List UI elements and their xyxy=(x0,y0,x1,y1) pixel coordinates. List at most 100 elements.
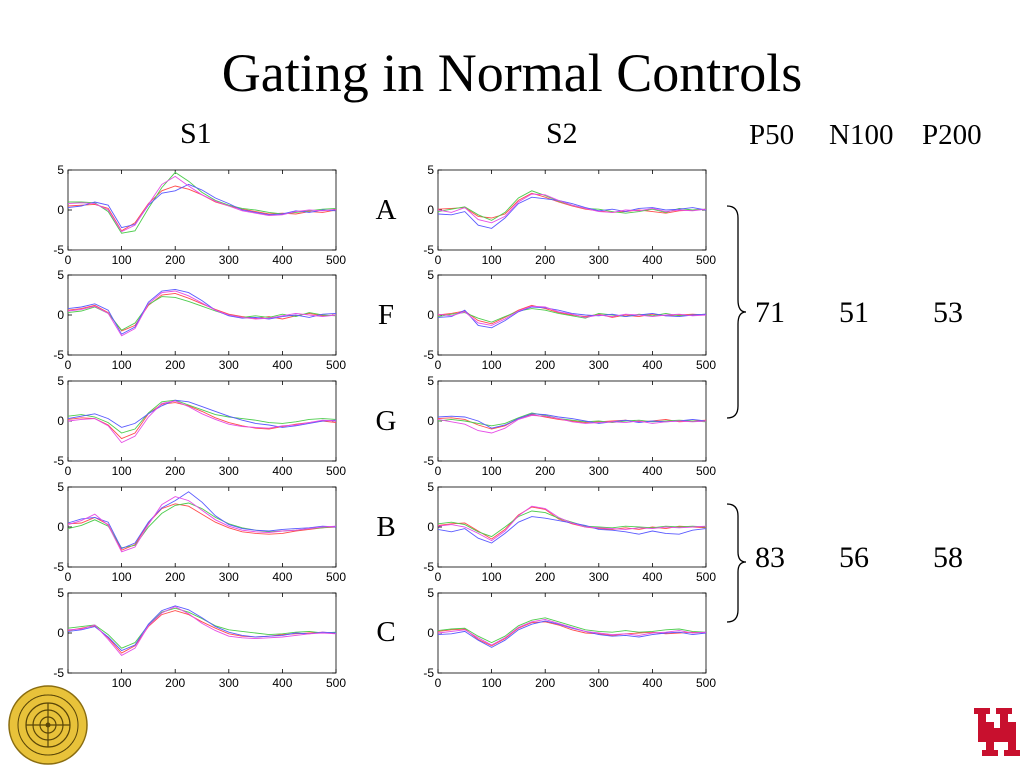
erp-trace-3 xyxy=(437,413,707,429)
x-tick-label: 100 xyxy=(112,676,132,690)
x-tick-label: 200 xyxy=(535,253,555,267)
y-tick-label: -5 xyxy=(423,348,434,362)
x-tick-label: 100 xyxy=(482,358,502,372)
y-tick-label: 5 xyxy=(57,480,64,494)
x-tick-label: 0 xyxy=(65,570,72,584)
x-tick-label: 100 xyxy=(112,464,132,478)
metric-label-n100: N100 xyxy=(829,119,894,151)
x-tick-label: 500 xyxy=(326,570,346,584)
x-tick-label: 200 xyxy=(535,358,555,372)
x-tick-label: 0 xyxy=(65,464,72,478)
x-tick-label: 500 xyxy=(326,676,346,690)
x-tick-label: 200 xyxy=(165,676,185,690)
row-label-f: F xyxy=(377,299,395,331)
erp-trace-1 xyxy=(437,414,707,430)
erp-trace-4 xyxy=(67,496,337,553)
y-tick-label: 5 xyxy=(427,586,434,600)
x-tick-label: 500 xyxy=(326,253,346,267)
erp-trace-4 xyxy=(437,305,707,326)
x-tick-label: 400 xyxy=(642,464,662,478)
erp-panel-g-s2: 50-50 100 200 300 400 500 xyxy=(423,374,716,478)
erp-trace-3 xyxy=(67,491,337,550)
y-tick-label: 5 xyxy=(57,586,64,600)
y-tick-label: 5 xyxy=(57,163,64,177)
x-tick-label: 400 xyxy=(272,358,292,372)
erp-panel-c-s1: 5 0 -5 100 200 300 400 500 xyxy=(53,586,346,690)
erp-trace-4 xyxy=(67,290,337,337)
y-tick-label: -5 xyxy=(423,560,434,574)
y-tick-label: 5 xyxy=(427,163,434,177)
center-seal-logo xyxy=(8,685,88,765)
x-tick-label: 0 xyxy=(65,358,72,372)
x-tick-label: 200 xyxy=(535,676,555,690)
erp-trace-1 xyxy=(67,402,337,440)
y-tick-label: 5 xyxy=(57,374,64,388)
y-tick-label: 0 xyxy=(427,520,434,534)
x-tick-label: 400 xyxy=(272,253,292,267)
x-tick-label: 400 xyxy=(642,253,662,267)
metric-label-p50: P50 xyxy=(749,119,795,151)
x-tick-label: 500 xyxy=(326,464,346,478)
row-label-c: C xyxy=(376,616,396,648)
erp-trace-3 xyxy=(437,620,707,648)
y-tick-label: 0 xyxy=(427,414,434,428)
x-tick-label: 400 xyxy=(272,570,292,584)
x-tick-label: 300 xyxy=(589,464,609,478)
erp-trace-3 xyxy=(67,288,337,335)
y-tick-label: -5 xyxy=(53,560,64,574)
erp-trace-1 xyxy=(67,292,337,332)
erp-trace-3 xyxy=(437,306,707,329)
y-tick-label: 0 xyxy=(57,520,64,534)
erp-panel-a-s1: 50-50 100 200 300 400 500 xyxy=(53,163,346,267)
value-p50-group1: 71 xyxy=(755,296,785,329)
erp-panel-f-s1: 50-50 100 200 300 400 500 xyxy=(53,268,346,372)
row-label-g: G xyxy=(375,405,397,437)
x-tick-label: 100 xyxy=(112,358,132,372)
column-label-s2: S2 xyxy=(546,117,578,150)
erp-trace-4 xyxy=(67,606,337,656)
y-tick-label: 0 xyxy=(427,203,434,217)
x-tick-label: 0 xyxy=(435,676,442,690)
x-tick-label: 300 xyxy=(219,253,239,267)
y-tick-label: 5 xyxy=(57,268,64,282)
x-tick-label: 500 xyxy=(696,358,716,372)
y-tick-label: 0 xyxy=(57,414,64,428)
y-tick-label: 0 xyxy=(57,626,64,640)
erp-panel-c-s2: 50-50 100 200 300 400 500 xyxy=(423,586,716,690)
x-tick-label: 300 xyxy=(219,464,239,478)
erp-trace-3 xyxy=(437,196,707,229)
erp-trace-2 xyxy=(67,399,337,434)
x-tick-label: 400 xyxy=(642,358,662,372)
x-tick-label: 500 xyxy=(696,570,716,584)
y-tick-label: 0 xyxy=(427,626,434,640)
x-tick-label: 300 xyxy=(589,570,609,584)
slide-title: Gating in Normal Controls xyxy=(221,43,803,103)
x-tick-label: 500 xyxy=(696,464,716,478)
y-tick-label: -5 xyxy=(53,454,64,468)
x-tick-label: 500 xyxy=(696,676,716,690)
x-tick-label: 500 xyxy=(696,253,716,267)
value-p50-group2: 83 xyxy=(755,541,785,574)
value-p200-group1: 53 xyxy=(933,296,963,329)
x-tick-label: 100 xyxy=(482,570,502,584)
x-tick-label: 500 xyxy=(326,358,346,372)
x-tick-label: 200 xyxy=(165,253,185,267)
x-tick-label: 300 xyxy=(589,253,609,267)
erp-trace-2 xyxy=(68,171,337,234)
y-tick-label: -5 xyxy=(53,348,64,362)
x-tick-label: 100 xyxy=(482,253,502,267)
column-label-s1: S1 xyxy=(180,117,212,150)
x-tick-label: 100 xyxy=(482,464,502,478)
y-tick-label: -5 xyxy=(423,243,434,257)
x-tick-label: 0 xyxy=(65,253,72,267)
y-tick-label: 5 xyxy=(427,268,434,282)
x-tick-label: 200 xyxy=(535,464,555,478)
erp-panel-b-s2: 50-50 100 200 300 400 500 xyxy=(423,480,716,584)
x-tick-label: 400 xyxy=(272,676,292,690)
erp-trace-3 xyxy=(67,605,337,652)
x-tick-label: 100 xyxy=(112,570,132,584)
x-tick-label: 0 xyxy=(435,358,442,372)
value-p200-group2: 58 xyxy=(933,541,963,574)
erp-trace-2 xyxy=(67,607,337,649)
x-tick-label: 100 xyxy=(112,253,132,267)
